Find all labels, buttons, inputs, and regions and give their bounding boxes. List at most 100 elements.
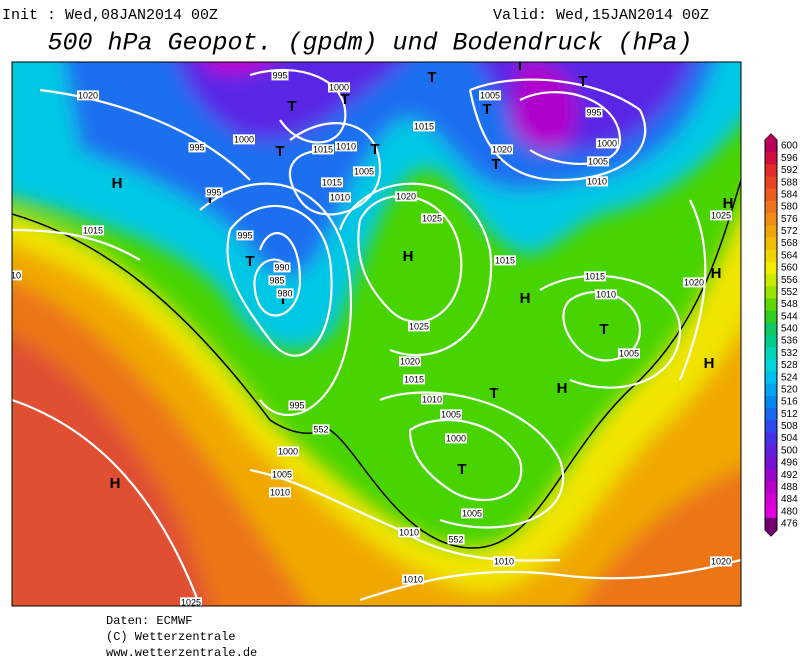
colorbar-label: 540 xyxy=(781,324,798,335)
colorbar-label: 556 xyxy=(781,275,798,286)
colorbar-label: 580 xyxy=(781,202,798,213)
isobar-label-bg xyxy=(328,192,352,203)
isobar-label: 1010 xyxy=(330,192,350,202)
isobar-label-bg xyxy=(81,225,105,236)
isobar-label: 1005 xyxy=(619,348,639,358)
isobar-label-bg xyxy=(585,176,609,187)
isobar-label: 1000 xyxy=(278,446,298,456)
isobar-label-bg xyxy=(586,156,610,167)
footer-source: Daten: ECMWF xyxy=(106,614,192,628)
colorbar-swatch xyxy=(765,322,777,336)
isobar-label: 1015 xyxy=(495,255,515,265)
isobar-label-bg xyxy=(439,409,463,420)
isobar-label-bg xyxy=(76,90,100,101)
isobar-label: 1020 xyxy=(492,144,512,154)
isobar-label: 1015 xyxy=(585,271,605,281)
pressure-center: T xyxy=(427,69,436,86)
isobar-label: 552 xyxy=(448,534,463,544)
colorbar-tip-top xyxy=(765,134,777,140)
isobar-label-bg xyxy=(270,469,294,480)
colorbar-swatch xyxy=(765,359,777,373)
isobar-label: 980 xyxy=(277,288,292,298)
colorbar-swatch xyxy=(765,481,777,494)
isobar-label-bg xyxy=(179,597,203,606)
colorbar-label: 536 xyxy=(781,336,798,347)
isobar-label: 1010 xyxy=(494,556,514,566)
isobar-label: 1015 xyxy=(83,225,103,235)
isobar-label-bg xyxy=(420,394,444,405)
isobar-label-bg xyxy=(407,321,431,332)
isobar-label: 1005 xyxy=(354,166,374,176)
colorbar-label: 552 xyxy=(781,287,798,298)
pressure-center: H xyxy=(723,195,734,212)
colorbar-label: 480 xyxy=(781,506,798,517)
isobar-label: 1010 xyxy=(596,289,616,299)
isobar-label: 995 xyxy=(586,107,601,117)
pressure-center: T xyxy=(370,141,379,158)
isobar-label-bg xyxy=(709,210,733,221)
pressure-center: H xyxy=(403,248,414,265)
colorbar-label: 492 xyxy=(781,470,798,481)
footer-copyright: (C) Wetterzentrale xyxy=(106,630,236,644)
valid-time: Valid: Wed,15JAN2014 00Z xyxy=(493,7,709,24)
isobar-label-bg xyxy=(397,527,421,538)
pressure-center: T xyxy=(578,73,587,90)
isobar-label: 1020 xyxy=(78,90,98,100)
isobar-label: 995 xyxy=(206,187,221,197)
colorbar-swatch xyxy=(765,225,777,238)
colorbar-swatch xyxy=(765,420,777,433)
colorbar-swatch xyxy=(765,237,777,251)
colorbar-label: 500 xyxy=(781,445,798,456)
isobar-label: 1020 xyxy=(400,356,420,366)
colorbar-swatch xyxy=(765,298,777,312)
colorbar-label: 588 xyxy=(781,177,798,188)
colorbar-swatch xyxy=(765,335,777,348)
colorbar-label: 512 xyxy=(781,409,798,420)
isobar-label-bg xyxy=(444,433,468,444)
isobar-label-bg xyxy=(447,534,465,545)
colorbar-swatch xyxy=(765,371,777,385)
isobar-label-bg xyxy=(334,141,358,152)
isobar-label-bg xyxy=(682,277,706,288)
isobar-label-bg xyxy=(352,166,376,177)
colorbar-swatch xyxy=(765,517,777,531)
isobar-label-bg xyxy=(271,70,289,81)
isobar-label-bg xyxy=(594,289,618,300)
colorbar-label: 548 xyxy=(781,299,798,310)
isobar-label: 1020 xyxy=(711,556,731,566)
isobar-label: 1005 xyxy=(441,409,461,419)
colorbar-swatch xyxy=(765,310,777,324)
isobar-label-bg xyxy=(188,142,206,153)
colorbar-label: 528 xyxy=(781,360,798,371)
isobar-label-bg xyxy=(311,144,335,155)
isobar-label: 1005 xyxy=(462,508,482,518)
pressure-center: H xyxy=(112,175,123,192)
isobar-label: 552 xyxy=(313,424,328,434)
isobar-label-bg xyxy=(273,262,291,273)
colorbar-label: 520 xyxy=(781,384,798,395)
map-frame xyxy=(11,61,742,607)
pressure-center: T xyxy=(245,253,254,270)
isobar-label: 1015 xyxy=(322,177,342,187)
colorbar-tip-bottom xyxy=(765,530,777,536)
isobar-label: 1010 xyxy=(587,176,607,186)
isobar-label-bg xyxy=(492,556,516,567)
colorbar-swatch xyxy=(765,176,777,190)
colorbar-swatch xyxy=(765,395,777,409)
isobar-label-bg xyxy=(268,275,286,286)
colorbar-label: 592 xyxy=(781,165,798,176)
pressure-center: T xyxy=(599,321,608,338)
isobar-label: 1025 xyxy=(422,213,442,223)
colorbar-label: 532 xyxy=(781,348,798,359)
isobar-label-bg xyxy=(205,187,223,198)
isobar-label: 995 xyxy=(272,70,287,80)
isobar-label: 1010 xyxy=(422,394,442,404)
pressure-center: T xyxy=(489,385,498,402)
colorbar-label: 584 xyxy=(781,189,798,200)
colorbar-label: 488 xyxy=(781,482,798,493)
isobar-label-bg xyxy=(595,138,619,149)
pressure-center: H xyxy=(557,380,568,397)
init-time: Init : Wed,08JAN2014 00Z xyxy=(2,7,218,24)
isobar-label: 1000 xyxy=(234,134,254,144)
colorbar-swatch xyxy=(765,274,777,287)
